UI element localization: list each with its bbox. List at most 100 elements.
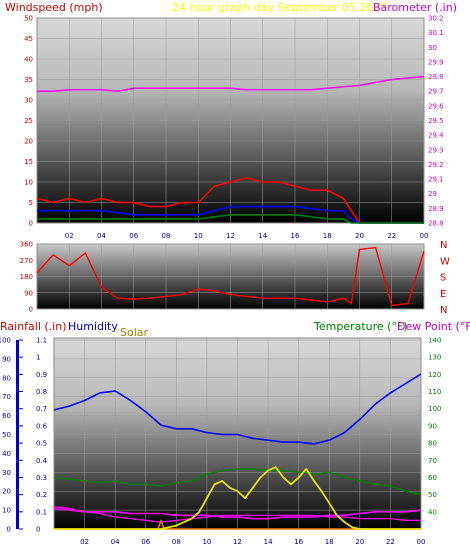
graph-title: 24 hour graph day September 05 2025 xyxy=(172,1,387,14)
direction-degree-axis: 0 90 180 270 360 xyxy=(20,241,33,314)
dewpoint-line xyxy=(53,507,422,520)
rain-tick-label: 0 xyxy=(36,526,40,534)
temp-tick-label: 90 xyxy=(428,422,437,430)
temp-tick-label: 60 xyxy=(428,474,437,482)
y-tick-label: 270 xyxy=(20,257,33,265)
rain-tick-label: 0.9 xyxy=(36,371,47,379)
compass-label: S xyxy=(440,273,446,284)
temperature-label: Temperature (°F) xyxy=(313,320,408,333)
dewpoint-label: Dew Point (°F) xyxy=(397,320,470,333)
x-tick-label: 00 xyxy=(420,232,429,240)
humidity-tick-label: 0 xyxy=(7,526,11,534)
humidity-tick-label: 100 xyxy=(0,337,11,345)
rain-tick-label: 0.4 xyxy=(36,457,48,465)
x-tick-label: 18 xyxy=(323,232,332,240)
temperature-axis: 40 50 60 70 80 90 100 110 120 130 140 xyxy=(428,337,441,517)
y-tick-label: 0 xyxy=(29,220,33,228)
humidity-line xyxy=(53,373,422,445)
temp-tick-label: 70 xyxy=(428,457,437,465)
humidity-temp-series xyxy=(53,373,422,530)
x-tick-label: 04 xyxy=(111,538,120,546)
x-tick-label: 12 xyxy=(233,538,242,546)
x-tick-label: 22 xyxy=(387,232,396,240)
y2-tick-label: 30 xyxy=(428,44,437,52)
compass-label: N xyxy=(440,240,447,251)
x-tick-label: 02 xyxy=(80,538,89,546)
rain-tick-label: 0.5 xyxy=(36,440,47,448)
temp-tick-label: 100 xyxy=(428,405,441,413)
humidity-tick-label: 80 xyxy=(2,374,11,382)
humidity-temp-panel: 0 0.1 0.2 0.3 0.4 0.5 0.6 0.7 0.8 0.9 1 1.1 0 10 20 30… xyxy=(0,337,441,547)
rain-tick-label: 0.2 xyxy=(36,491,47,499)
barometer-line xyxy=(37,75,425,92)
compass-label: W xyxy=(440,256,450,267)
wind-barometer-series xyxy=(36,75,425,224)
x-tick-label: 10 xyxy=(202,538,211,546)
x-tick-label: 20 xyxy=(355,232,364,240)
x-tick-label: 16 xyxy=(294,538,303,546)
y2-tick-label: 29 xyxy=(428,190,437,198)
humidity-tick-label: 30 xyxy=(2,469,11,477)
temp-tick-label: 140 xyxy=(428,337,441,345)
humidity-tick-label: 10 xyxy=(2,507,11,515)
humidity-tick-label: 40 xyxy=(2,450,11,458)
rain-tick-label: 0.1 xyxy=(36,508,47,516)
y2-tick-label: 29.2 xyxy=(428,161,444,169)
rain-rate-line xyxy=(53,506,421,523)
grid xyxy=(37,243,425,310)
x-tick-label: 16 xyxy=(291,232,300,240)
x-tick-label: 02 xyxy=(65,232,74,240)
temp-tick-label: 120 xyxy=(428,371,441,379)
y2-tick-label: 29.4 xyxy=(428,132,444,140)
x-tick-label: 06 xyxy=(141,538,150,546)
y2-tick-label: 29.7 xyxy=(428,88,444,96)
wind-low-line xyxy=(37,214,424,224)
humidity-tick-label: 90 xyxy=(2,355,11,363)
y-tick-label: 15 xyxy=(24,158,33,166)
humidity-tick-label: 60 xyxy=(2,412,11,420)
y2-tick-label: 29.9 xyxy=(428,58,444,66)
x-tick-label: 20 xyxy=(355,538,364,546)
temp-tick-label: 110 xyxy=(428,388,441,396)
rain-tick-label: 0.7 xyxy=(36,405,47,413)
y-tick-label: 90 xyxy=(24,289,33,297)
rain-tick-label: 1 xyxy=(36,354,40,362)
y-tick-label: 45 xyxy=(24,35,33,43)
temp-tick-label: 130 xyxy=(428,354,441,362)
y2-tick-label: 29.5 xyxy=(428,117,444,125)
rain-tick-label: 0.8 xyxy=(36,388,47,396)
y-tick-label: 180 xyxy=(20,273,33,281)
x-tick-label: 08 xyxy=(162,232,171,240)
x-tick-label: 00 xyxy=(417,538,426,546)
rain-tick-label: 0.3 xyxy=(36,474,47,482)
rain-tick-label: 1.1 xyxy=(36,337,47,345)
x-tick-label: 12 xyxy=(226,232,235,240)
humidity-label: Humidity xyxy=(68,320,118,333)
time-axis: 02 04 06 08 10 12 14 16 18 20 22 00 xyxy=(65,232,429,240)
humidity-tick-label: 20 xyxy=(2,488,11,496)
windspeed-axis: 0 5 10 15 20 25 30 35 40 45 50 xyxy=(24,15,33,228)
x-tick-label: 10 xyxy=(194,232,203,240)
humidity-axis: 0 10 20 30 40 50 60 70 80 90 100 xyxy=(0,337,11,534)
y2-tick-label: 29.6 xyxy=(428,102,444,110)
y-tick-label: 40 xyxy=(24,56,33,64)
x-tick-label: 22 xyxy=(386,538,395,546)
y-tick-label: 50 xyxy=(24,15,33,23)
x-tick-label: 14 xyxy=(264,538,273,546)
y2-tick-label: 29.8 xyxy=(428,73,444,81)
solar-label: Solar xyxy=(120,326,149,339)
humidity-tick-label: 70 xyxy=(2,393,11,401)
compass-label: E xyxy=(440,289,446,300)
y2-tick-label: 28.8 xyxy=(428,220,444,228)
y2-tick-label: 30.2 xyxy=(428,15,444,23)
wind-avg-line xyxy=(37,205,424,224)
humidity-tick-label: 50 xyxy=(2,431,11,439)
rainfall-label: Rainfall (.in) xyxy=(0,320,67,333)
y-tick-label: 20 xyxy=(24,138,33,146)
temp-tick-label: 80 xyxy=(428,440,437,448)
wind-direction-line xyxy=(36,246,425,307)
solar-line xyxy=(54,466,421,530)
